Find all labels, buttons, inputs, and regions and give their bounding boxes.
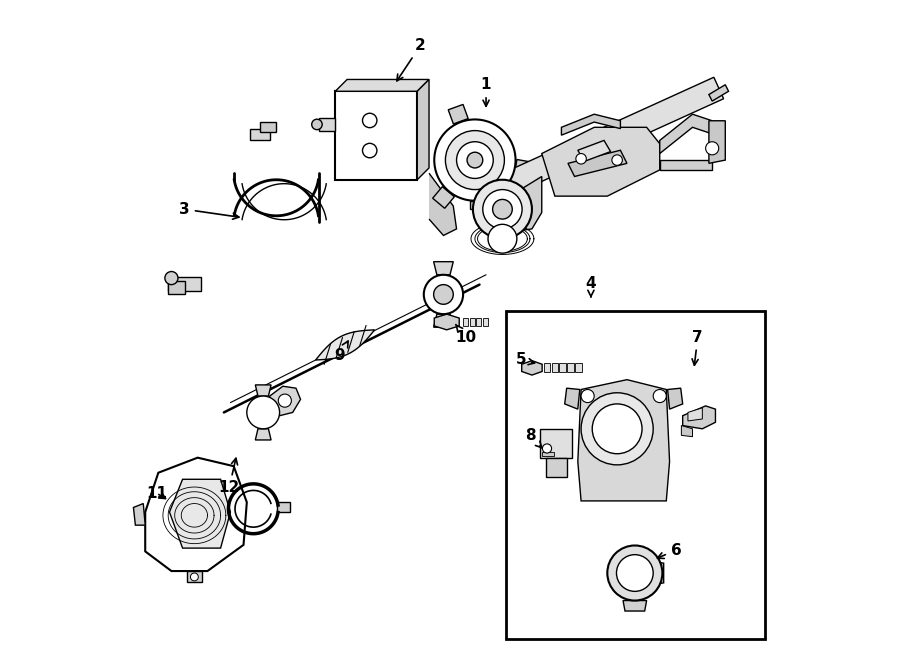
Circle shape <box>492 200 512 219</box>
Circle shape <box>467 152 482 168</box>
Polygon shape <box>316 330 374 360</box>
Circle shape <box>612 155 623 165</box>
Polygon shape <box>578 140 610 161</box>
Text: 12: 12 <box>219 458 239 495</box>
Text: 6: 6 <box>658 543 681 559</box>
Polygon shape <box>709 121 725 163</box>
Polygon shape <box>277 502 290 512</box>
Polygon shape <box>256 429 271 440</box>
Circle shape <box>581 393 653 465</box>
Polygon shape <box>448 104 468 124</box>
Polygon shape <box>434 314 459 330</box>
Text: 3: 3 <box>179 202 239 219</box>
Polygon shape <box>434 262 454 275</box>
Bar <box>506 311 765 639</box>
Circle shape <box>576 153 586 164</box>
Polygon shape <box>562 114 620 136</box>
Polygon shape <box>133 504 145 525</box>
Polygon shape <box>709 85 729 101</box>
Circle shape <box>608 545 662 601</box>
Circle shape <box>482 190 522 229</box>
Circle shape <box>278 394 292 407</box>
Circle shape <box>424 275 464 314</box>
Polygon shape <box>498 77 724 197</box>
Polygon shape <box>168 277 201 292</box>
Text: 10: 10 <box>455 325 476 344</box>
Circle shape <box>363 143 377 158</box>
Circle shape <box>581 389 594 403</box>
Circle shape <box>434 285 454 304</box>
Polygon shape <box>623 601 646 611</box>
Polygon shape <box>660 114 712 153</box>
Polygon shape <box>260 122 276 132</box>
Circle shape <box>311 119 322 130</box>
Circle shape <box>653 389 666 403</box>
Polygon shape <box>568 150 627 176</box>
Polygon shape <box>256 385 271 396</box>
Circle shape <box>363 113 377 128</box>
Circle shape <box>472 180 532 239</box>
Text: 8: 8 <box>525 428 542 447</box>
Polygon shape <box>681 426 692 437</box>
Circle shape <box>165 272 178 285</box>
Polygon shape <box>545 458 567 477</box>
Polygon shape <box>464 318 468 326</box>
Polygon shape <box>660 160 712 170</box>
Polygon shape <box>433 186 454 208</box>
Polygon shape <box>169 479 230 548</box>
Text: 1: 1 <box>481 77 491 106</box>
Polygon shape <box>653 561 663 585</box>
Circle shape <box>191 573 198 581</box>
Polygon shape <box>470 201 481 210</box>
Polygon shape <box>336 91 418 180</box>
Polygon shape <box>250 129 270 140</box>
Circle shape <box>592 404 642 453</box>
Text: 5: 5 <box>516 352 535 368</box>
Circle shape <box>456 141 493 178</box>
Text: 2: 2 <box>397 38 426 81</box>
Polygon shape <box>543 451 553 456</box>
Text: 11: 11 <box>146 486 166 500</box>
Polygon shape <box>578 379 670 501</box>
Circle shape <box>543 444 552 453</box>
Polygon shape <box>319 118 336 131</box>
Polygon shape <box>560 364 566 372</box>
Polygon shape <box>418 79 429 180</box>
Circle shape <box>446 131 504 190</box>
Circle shape <box>247 396 280 429</box>
Polygon shape <box>564 388 580 409</box>
Polygon shape <box>168 282 184 294</box>
Circle shape <box>435 120 516 201</box>
Polygon shape <box>429 173 456 235</box>
Polygon shape <box>470 318 475 326</box>
Polygon shape <box>496 176 542 232</box>
Polygon shape <box>482 318 488 326</box>
Polygon shape <box>476 318 482 326</box>
Polygon shape <box>575 364 581 372</box>
Polygon shape <box>336 79 429 91</box>
Polygon shape <box>567 364 574 372</box>
Text: 7: 7 <box>692 330 703 366</box>
Text: 4: 4 <box>586 276 596 297</box>
Text: 9: 9 <box>335 341 348 363</box>
Circle shape <box>706 141 719 155</box>
Polygon shape <box>668 388 683 409</box>
Polygon shape <box>270 386 301 416</box>
Polygon shape <box>434 314 454 327</box>
Polygon shape <box>542 128 660 196</box>
Polygon shape <box>552 364 558 372</box>
Polygon shape <box>544 364 550 372</box>
Polygon shape <box>514 159 532 178</box>
Polygon shape <box>688 408 702 421</box>
Polygon shape <box>522 361 542 375</box>
Polygon shape <box>145 457 247 571</box>
Circle shape <box>488 224 517 253</box>
Polygon shape <box>186 571 202 582</box>
Polygon shape <box>683 406 716 429</box>
Polygon shape <box>541 429 572 458</box>
Circle shape <box>616 555 653 592</box>
